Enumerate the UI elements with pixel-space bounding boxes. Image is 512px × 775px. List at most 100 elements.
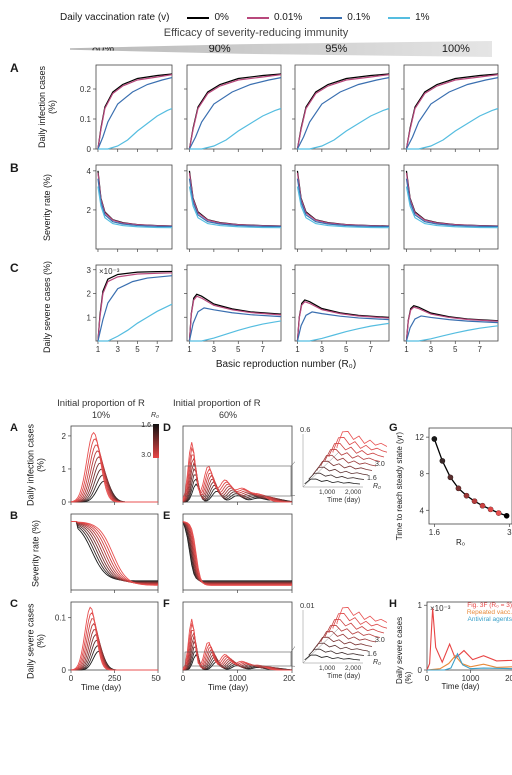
svg-text:0.2: 0.2 [80, 85, 92, 94]
ylabel2-A: Daily infection cases (%) [24, 422, 47, 508]
panel-B-3 [396, 159, 503, 255]
panel-E [177, 510, 295, 596]
chart2-BL [49, 510, 161, 596]
efficacy-bar: 80% 90% 95% 100% [70, 41, 492, 57]
svg-text:0.1: 0.1 [80, 115, 92, 124]
panel-A-1 [179, 59, 286, 155]
bottom-figure: Initial proportion of R Initial proporti… [10, 398, 502, 692]
svg-text:0: 0 [87, 145, 92, 154]
svg-text:7: 7 [368, 345, 373, 354]
panel-A-10: 012 1.6 3.0 R₀ [49, 422, 161, 508]
panel3d-0: 0.6 Time (day) 2,000 1,000 1.6 3.0 R₀ [297, 422, 387, 508]
svg-text:1000: 1000 [229, 674, 247, 683]
chart-A1 [179, 59, 285, 155]
svg-text:Time (day): Time (day) [327, 497, 360, 504]
panel3d-2: 0.01 Time (day) 2,000 1,000 1.6 3.0 R₀ [297, 598, 387, 684]
G-xlabel: R₀ [403, 538, 512, 547]
legend-title: Daily vaccination rate (v) [60, 12, 169, 23]
legend-label-3: 1% [415, 12, 429, 23]
legend-item-2: 0.1% [320, 12, 370, 23]
svg-text:1: 1 [404, 345, 409, 354]
svg-text:R₀: R₀ [373, 483, 381, 490]
bottom-col-pct-0: 10% [45, 410, 157, 420]
svg-text:2,000: 2,000 [345, 489, 362, 496]
svg-text:0.1: 0.1 [55, 614, 67, 623]
bottom-header-right: Initial proportion of R [169, 398, 287, 409]
H-legend: Fig. 3F (R₀ = 3)Repeated vacc.Antiviral … [467, 602, 512, 623]
svg-text:1.6: 1.6 [367, 651, 377, 658]
panel-B-2 [287, 159, 394, 255]
top-panel-grid: ADaily infection cases (%)00.10.2BSeveri… [10, 59, 502, 355]
colorbar [153, 424, 159, 458]
svg-text:12: 12 [415, 433, 424, 442]
svg-text:0.6: 0.6 [300, 425, 310, 434]
panel-A-2 [287, 59, 394, 155]
row-letter-C: C [10, 259, 24, 355]
panel-A-0: 0 0.1 0.2 [70, 59, 177, 155]
top-xlabel: Basic reproduction number (R₀) [70, 359, 502, 370]
legend-label-1: 0.01% [274, 12, 302, 23]
svg-text:1,000: 1,000 [319, 665, 336, 672]
panel-C-3: 1357 [396, 259, 503, 355]
svg-text:R₀: R₀ [373, 659, 381, 666]
svg-text:3: 3 [115, 345, 120, 354]
panel-B-1 [179, 159, 286, 255]
svg-text:2: 2 [87, 290, 92, 299]
letter-A: A [10, 422, 22, 508]
row-letter-B: B [10, 159, 24, 255]
ylabel-C: Daily severe cases (%) [26, 259, 68, 355]
panel-C-2: 1357 [287, 259, 394, 355]
svg-text:3.0: 3.0 [375, 637, 385, 644]
efficacy-col-0: 80% [92, 43, 114, 55]
bottom-col-pct-1: 60% [169, 410, 287, 420]
svg-text:0: 0 [62, 498, 67, 507]
letter-E: E [163, 510, 175, 596]
ylabel2-B: Severity rate (%) [24, 510, 47, 596]
legend-item-3: 1% [388, 12, 429, 23]
svg-text:4: 4 [420, 506, 425, 515]
panel-F: 010002000 [177, 598, 295, 684]
svg-text:Time (day): Time (day) [327, 673, 360, 680]
bottom-header-left: Initial proportion of R [45, 398, 157, 409]
svg-text:5: 5 [236, 345, 241, 354]
svg-text:5: 5 [453, 345, 458, 354]
chart-B1 [179, 159, 285, 255]
chart-A3 [396, 59, 502, 155]
svg-text:1: 1 [87, 313, 92, 322]
chart-B2 [287, 159, 393, 255]
letter-F: F [163, 598, 175, 684]
ylabel-B: Severity rate (%) [26, 159, 68, 255]
svg-text:3: 3 [507, 528, 512, 537]
svg-text:7: 7 [155, 345, 160, 354]
efficacy-col-2: 95% [325, 43, 347, 55]
chart2-CL: 025050000.1 [49, 598, 161, 684]
panel-G: Time to reach steady state (yr)1.634812R… [403, 422, 512, 596]
legend-swatch-2 [320, 17, 342, 19]
row-letter-A: A [10, 59, 24, 155]
svg-text:0.01: 0.01 [300, 601, 315, 610]
svg-text:3: 3 [320, 345, 325, 354]
chart-B0: 24 [70, 159, 176, 255]
chart-C2: 1357 [287, 259, 393, 355]
svg-text:7: 7 [260, 345, 265, 354]
chart2-D [177, 422, 295, 508]
efficacy-col-1: 90% [209, 43, 231, 55]
svg-text:1: 1 [96, 345, 101, 354]
svg-text:1: 1 [295, 345, 300, 354]
svg-text:1: 1 [187, 345, 192, 354]
legend-item-1: 0.01% [247, 12, 302, 23]
panel3d-1 [297, 510, 387, 596]
svg-text:1.6: 1.6 [367, 475, 377, 482]
svg-text:1: 1 [62, 465, 67, 474]
panel-D [177, 422, 295, 508]
svg-text:1.6: 1.6 [429, 528, 441, 537]
legend-swatch-3 [388, 17, 410, 19]
panel-C-1: 1357 [179, 259, 286, 355]
chart2-F: 010002000 [177, 598, 295, 684]
chart2-E [177, 510, 295, 596]
H-ylabel: Daily severe cases (%) [395, 604, 413, 684]
bottom-panel-grid: ADaily infection cases (%) 0 12 1.6 3.0 R₀… [10, 422, 502, 684]
svg-text:250: 250 [108, 674, 122, 683]
svg-text:3: 3 [428, 345, 433, 354]
svg-text:0: 0 [418, 666, 423, 675]
